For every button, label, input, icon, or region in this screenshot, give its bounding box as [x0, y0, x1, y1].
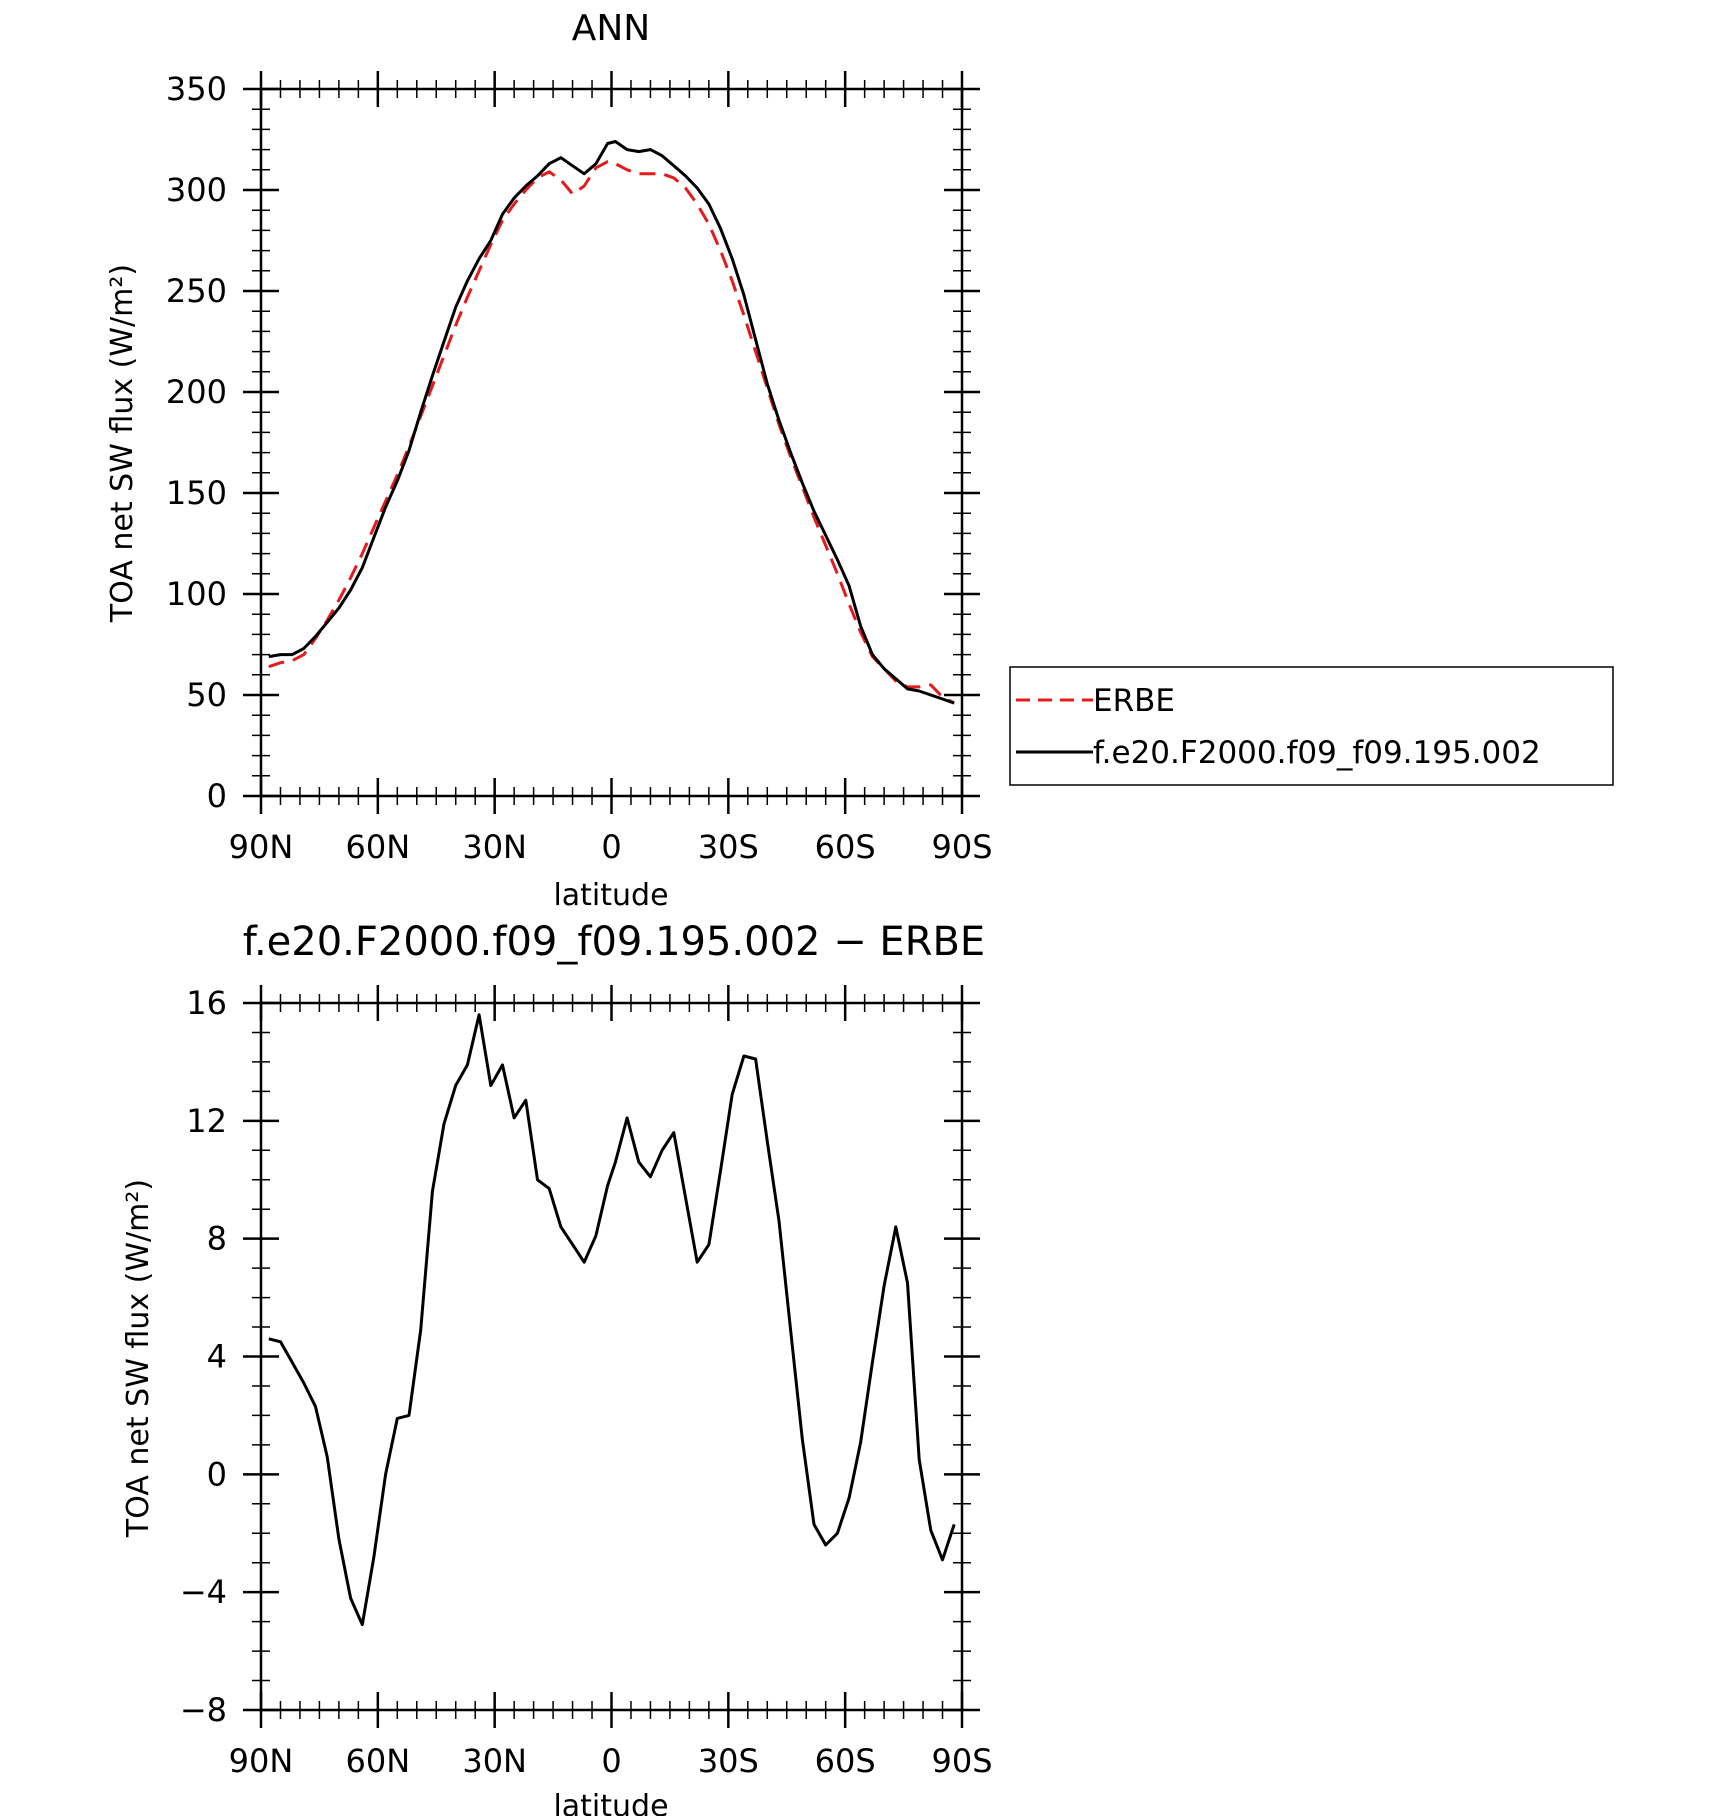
- y-tick-label: −8: [180, 1691, 227, 1729]
- x-tick-label: 60N: [346, 828, 411, 866]
- x-tick-label: 90S: [931, 828, 992, 866]
- y-tick-label: 0: [207, 1455, 227, 1493]
- x-tick-label: 90S: [931, 1742, 992, 1780]
- x-tick-label: 90N: [229, 1742, 294, 1780]
- y-tick-label: 8: [207, 1220, 227, 1258]
- x-tick-label: 90N: [229, 828, 294, 866]
- series-line-0: [268, 1013, 956, 1627]
- chart-annual-flux: ANN TOA net SW flux (W/m²) latitude 0 50 1…: [105, 8, 1614, 913]
- plot-frame: [259, 1001, 964, 1712]
- chart-flux-difference: f.e20.F2000.f09_f09.195.002 − ERBE TOA n…: [121, 919, 993, 1816]
- y-tick-label: 16: [186, 984, 227, 1022]
- y-tick-label: 4: [207, 1338, 227, 1376]
- axis-ticks: 0 50 100 150 200 250 300 350 90N 60N 30N 0 30S 60S 90S: [166, 70, 993, 866]
- x-axis-label: latitude: [553, 1789, 668, 1816]
- x-tick-label: 60N: [346, 1742, 411, 1780]
- y-tick-label: −4: [180, 1573, 227, 1611]
- legend-box: [1009, 666, 1614, 786]
- chart-title: ANN: [572, 8, 651, 49]
- legend: ERBE f.e20.F2000.f09_f09.195.002: [1009, 666, 1614, 786]
- x-tick-label: 30N: [462, 828, 527, 866]
- y-tick-label: 300: [166, 171, 227, 209]
- series-line-1: [268, 140, 955, 705]
- x-tick-label: 0: [601, 828, 621, 866]
- y-tick-label: 350: [166, 70, 227, 108]
- legend-label-erbe: ERBE: [1093, 683, 1175, 719]
- y-tick-label: 200: [166, 373, 227, 411]
- series-lines: [268, 1013, 956, 1627]
- x-axis-label: latitude: [553, 878, 668, 913]
- x-tick-label: 60S: [815, 828, 876, 866]
- x-tick-label: 60S: [815, 1742, 876, 1780]
- plot-frame: [259, 87, 964, 798]
- x-tick-label: 0: [601, 1742, 621, 1780]
- y-tick-label: 250: [166, 272, 227, 310]
- y-tick-label: 0: [207, 777, 227, 815]
- y-tick-label: 100: [166, 575, 227, 613]
- chart-title: f.e20.F2000.f09_f09.195.002 − ERBE: [243, 919, 985, 965]
- y-tick-label: 150: [166, 474, 227, 512]
- y-tick-label: 50: [186, 676, 227, 714]
- x-tick-label: 30S: [698, 1742, 759, 1780]
- y-axis-label: TOA net SW flux (W/m²): [121, 1179, 156, 1538]
- y-tick-label: 12: [186, 1102, 227, 1140]
- x-tick-label: 30S: [698, 828, 759, 866]
- y-axis-label: TOA net SW flux (W/m²): [105, 264, 140, 623]
- x-tick-label: 30N: [462, 1742, 527, 1780]
- legend-label-model: f.e20.F2000.f09_f09.195.002: [1093, 735, 1541, 771]
- series-lines: [268, 140, 955, 705]
- series-line-0: [268, 160, 955, 705]
